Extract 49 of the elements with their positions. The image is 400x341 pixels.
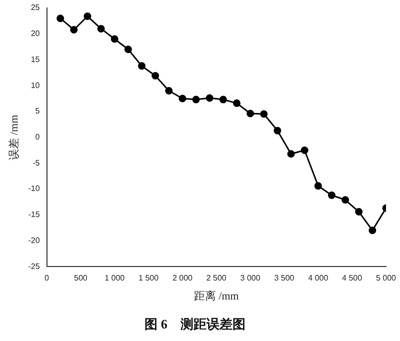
x-tick-label: 1 500 xyxy=(138,274,160,283)
point xyxy=(138,62,146,70)
y-tick-label: -10 xyxy=(28,184,40,194)
point xyxy=(124,46,132,54)
point xyxy=(232,99,240,107)
x-tick-label: 5 000 xyxy=(376,274,397,283)
y-tick-label: 20 xyxy=(30,29,40,38)
x-tick-label: 500 xyxy=(74,274,88,283)
y-tick-label: 0 xyxy=(35,132,40,142)
point xyxy=(152,72,160,80)
y-tick-label: 10 xyxy=(30,80,40,90)
point xyxy=(314,182,322,190)
point xyxy=(328,191,336,199)
point xyxy=(165,87,173,94)
point xyxy=(97,24,105,32)
point xyxy=(355,208,363,216)
x-tick-label: 3 000 xyxy=(240,274,261,283)
point xyxy=(192,96,200,104)
y-tick-label: -20 xyxy=(28,236,40,245)
point xyxy=(84,12,92,20)
x-tick-label: 1 000 xyxy=(104,274,126,283)
x-tick-label: 4 500 xyxy=(342,274,363,283)
y-tick-label: 25 xyxy=(30,3,40,12)
y-tick-label: 5 xyxy=(35,106,40,116)
point xyxy=(246,110,254,118)
x-tick-label: 2 500 xyxy=(206,274,227,283)
point xyxy=(56,14,64,22)
point xyxy=(300,146,308,154)
x-axis-title: 距离 /mm xyxy=(194,290,240,303)
point xyxy=(219,96,227,104)
point xyxy=(368,226,376,234)
point xyxy=(206,94,214,102)
point xyxy=(110,35,118,43)
y-tick-label: -5 xyxy=(32,158,40,168)
point xyxy=(287,150,295,158)
point xyxy=(342,196,350,204)
point xyxy=(70,26,78,34)
x-tick-label: 4 000 xyxy=(308,274,329,283)
point xyxy=(178,94,186,102)
y-axis-title: 误差 /mm xyxy=(8,114,20,160)
text: 图 6 测距误差图 xyxy=(144,316,246,332)
x-tick-label: 2 000 xyxy=(172,274,194,283)
x-tick-label: 0 xyxy=(44,274,50,283)
x-tick-label: 3 500 xyxy=(274,274,295,283)
y-tick-label: 15 xyxy=(30,54,40,64)
y-tick-label: -15 xyxy=(28,210,40,220)
point xyxy=(260,110,268,118)
y-tick-label: -25 xyxy=(28,262,40,271)
point xyxy=(274,126,282,134)
